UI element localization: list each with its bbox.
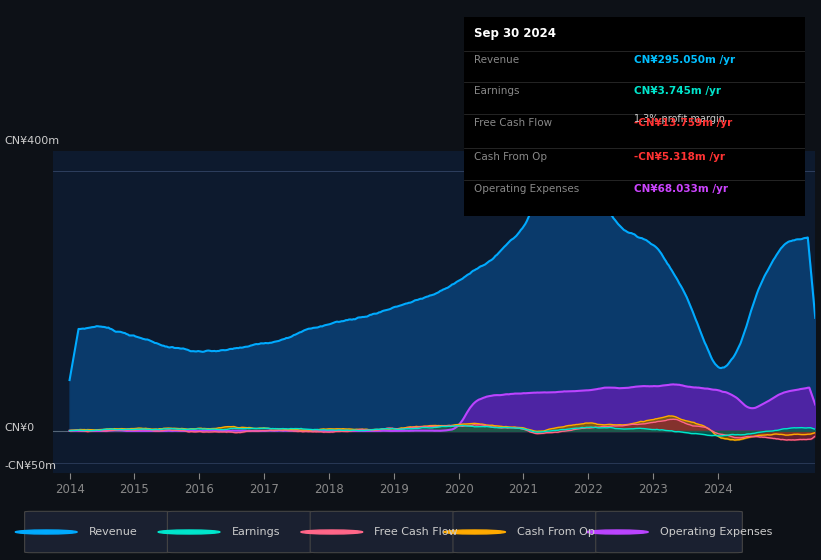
Text: Earnings: Earnings (474, 86, 520, 96)
Text: CN¥68.033m /yr: CN¥68.033m /yr (635, 184, 728, 194)
Text: Operating Expenses: Operating Expenses (660, 527, 772, 537)
Text: CN¥400m: CN¥400m (4, 137, 59, 146)
Circle shape (16, 530, 77, 534)
Circle shape (443, 530, 506, 534)
Text: CN¥3.745m /yr: CN¥3.745m /yr (635, 86, 721, 96)
FancyBboxPatch shape (453, 511, 599, 553)
Text: Free Cash Flow: Free Cash Flow (374, 527, 458, 537)
Text: Cash From Op: Cash From Op (517, 527, 595, 537)
Text: -CN¥13.759m /yr: -CN¥13.759m /yr (635, 118, 732, 128)
Text: Free Cash Flow: Free Cash Flow (474, 118, 553, 128)
FancyBboxPatch shape (596, 511, 742, 553)
Text: Revenue: Revenue (89, 527, 137, 537)
Text: -CN¥50m: -CN¥50m (4, 461, 56, 472)
Circle shape (586, 530, 649, 534)
Text: Cash From Op: Cash From Op (474, 152, 547, 162)
Text: -CN¥5.318m /yr: -CN¥5.318m /yr (635, 152, 725, 162)
FancyBboxPatch shape (167, 511, 314, 553)
FancyBboxPatch shape (25, 511, 172, 553)
FancyBboxPatch shape (310, 511, 456, 553)
Text: Revenue: Revenue (474, 54, 519, 64)
Text: CN¥295.050m /yr: CN¥295.050m /yr (635, 54, 736, 64)
Text: Operating Expenses: Operating Expenses (474, 184, 580, 194)
Text: Sep 30 2024: Sep 30 2024 (474, 27, 556, 40)
Text: Earnings: Earnings (232, 527, 280, 537)
Text: CN¥0: CN¥0 (4, 423, 34, 433)
Circle shape (301, 530, 363, 534)
Circle shape (158, 530, 220, 534)
Text: 1.3% profit margin: 1.3% profit margin (635, 114, 725, 124)
